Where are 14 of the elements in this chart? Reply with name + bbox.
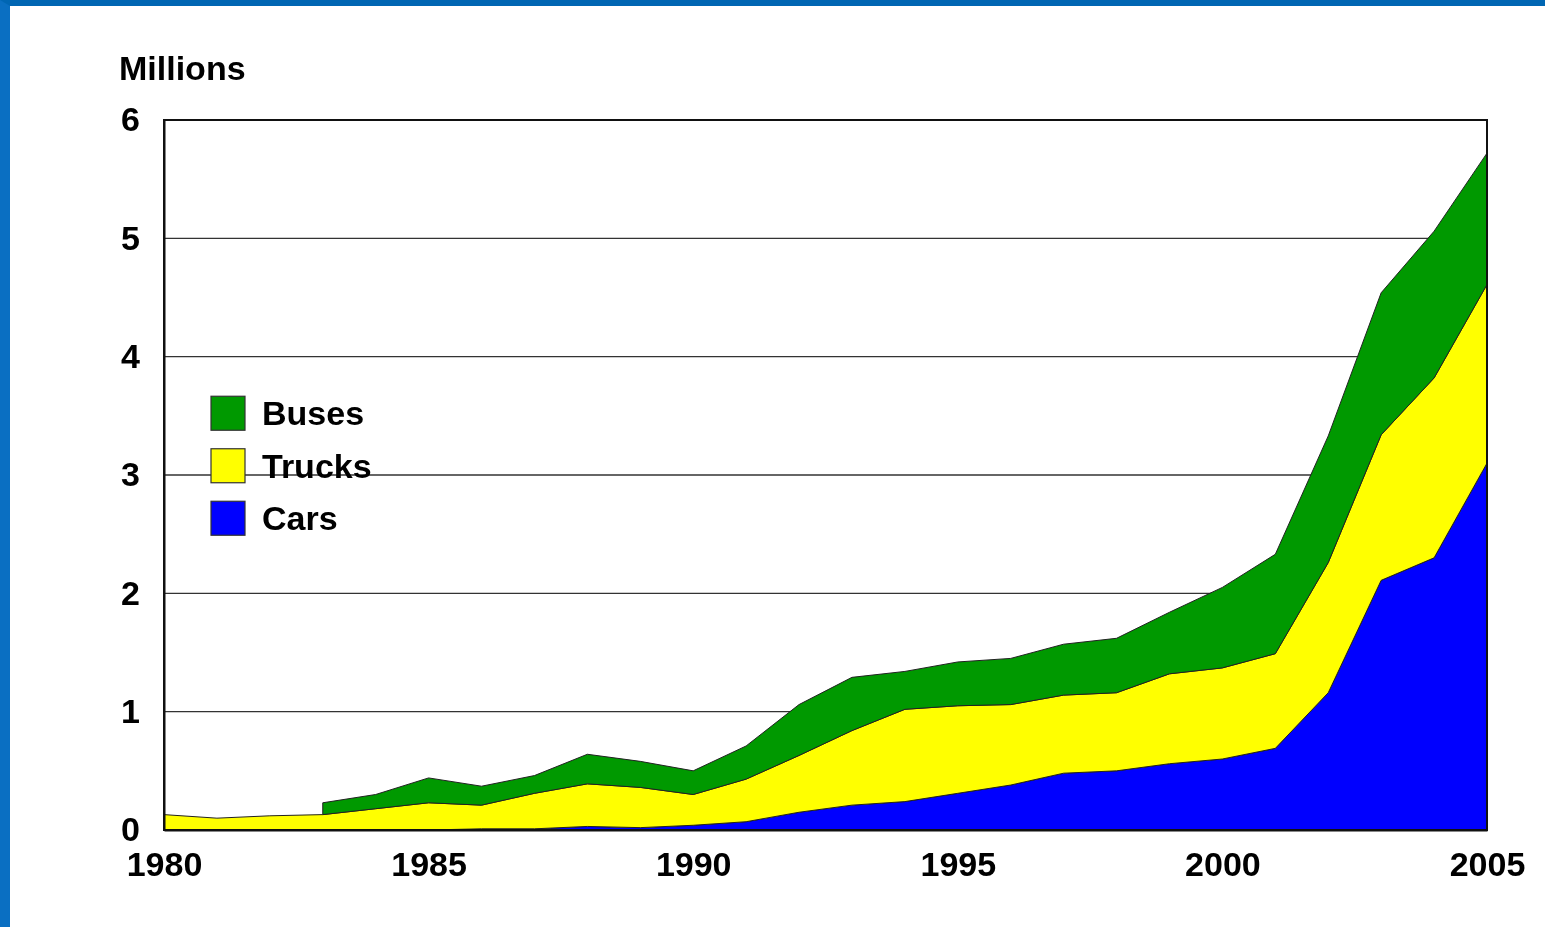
- x-tick-label: 1995: [920, 845, 997, 884]
- y-axis-title: Millions: [119, 49, 246, 87]
- y-tick-label: 3: [121, 455, 140, 494]
- x-tick-label: 2005: [1449, 845, 1526, 884]
- y-tick-label: 2: [121, 573, 140, 612]
- legend-label: Buses: [262, 394, 365, 433]
- y-tick-label: 1: [121, 692, 140, 731]
- y-tick-label: 4: [121, 337, 141, 376]
- y-tick-label: 6: [121, 100, 140, 139]
- legend-label: Cars: [262, 499, 338, 538]
- x-tick-label: 1990: [655, 845, 732, 884]
- x-tick-label: 1985: [391, 845, 467, 884]
- x-tick-label: 2000: [1185, 845, 1261, 884]
- y-tick-label: 5: [121, 218, 140, 257]
